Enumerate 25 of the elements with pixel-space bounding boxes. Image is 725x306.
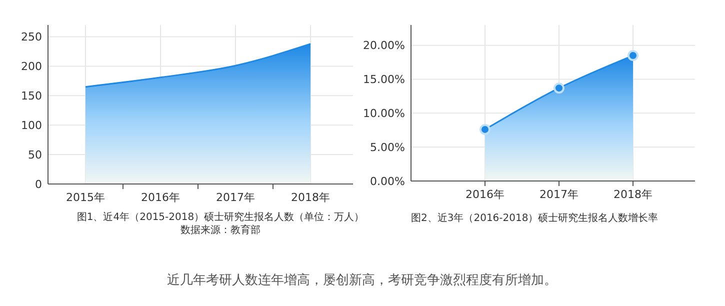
y-tick-label: 5.00%: [370, 140, 405, 154]
x-tick-label: 2015年: [66, 191, 105, 204]
y-tick-label: 15.00%: [363, 73, 405, 86]
x-tick-label: 2017年: [540, 188, 578, 201]
y-tick-label: 20.00%: [363, 39, 405, 52]
x-tick-label: 2016年: [141, 191, 180, 204]
caption: 图2、近3年（2016-2018）硕士研究生报名人数增长率: [411, 212, 658, 224]
y-tick-label: 0.00%: [370, 174, 405, 188]
x-tick-label: 2017年: [216, 191, 255, 204]
x-tick-label: 2018年: [614, 188, 652, 201]
y-tick-label: 10.00%: [363, 107, 405, 120]
y-tick-label: 250: [21, 30, 42, 44]
point: [554, 82, 564, 94]
point: [480, 124, 490, 135]
point: [628, 50, 638, 62]
y-tick-label: 150: [21, 90, 42, 103]
x-tick-label: 2016年: [466, 188, 504, 201]
x-tick-label: 2018年: [291, 191, 330, 204]
y-tick-label: 50: [28, 148, 42, 162]
text: 近几年考研人数连年增高，屡创新高，考研竞争激烈程度有所增加。: [167, 272, 557, 288]
y-tick-label: 200: [21, 60, 42, 74]
y-tick-label: 100: [21, 118, 42, 132]
caption: 图1、近4年（2015-2018）硕士研究生报名人数（单位：万人）: [76, 211, 364, 223]
y-tick-label: 0: [35, 178, 42, 191]
source-note: 数据来源：教育部: [180, 224, 260, 236]
